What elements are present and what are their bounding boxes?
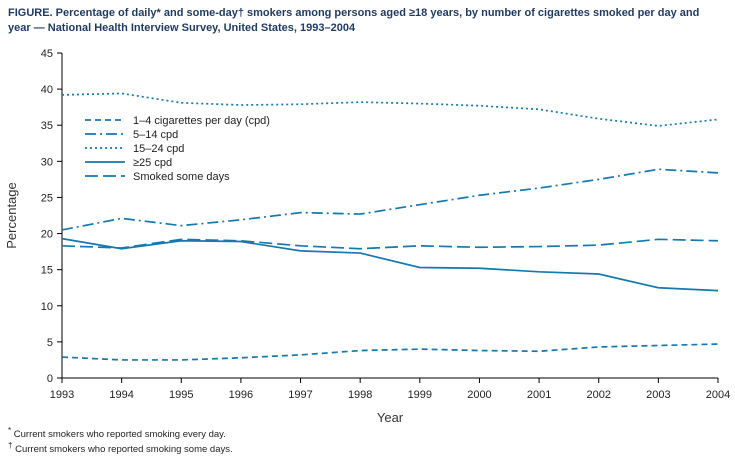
legend-item-label: 1–4 cigarettes per day (cpd) (133, 115, 270, 127)
y-tick-label: 40 (41, 84, 53, 96)
footnote-daily-marker: * (8, 425, 12, 435)
footnotes: * Current smokers who reported smoking e… (8, 426, 735, 456)
y-axis-title: Percentage (4, 182, 19, 249)
x-tick-label: 1998 (348, 389, 372, 401)
footnote-someday-marker: † (8, 440, 13, 450)
series-line (61, 168, 719, 231)
x-tick-label: 1995 (169, 389, 193, 401)
y-tick-label: 5 (47, 337, 53, 349)
y-tick-label: 30 (41, 156, 53, 168)
x-tick-label: 1996 (229, 389, 253, 401)
x-tick-label: 2002 (586, 389, 610, 401)
x-tick-label: 2003 (646, 389, 670, 401)
legend-item-label: Smoked some days (133, 171, 230, 183)
series-line (61, 238, 719, 250)
y-tick-label: 10 (41, 300, 53, 312)
legend-item-label: 15–24 cpd (133, 143, 184, 155)
figure-title: FIGURE. Percentage of daily* and some-da… (8, 7, 700, 34)
y-tick-label: 20 (41, 228, 53, 240)
series-line (61, 237, 719, 292)
x-tick-label: 2000 (467, 389, 491, 401)
footnote-daily: * Current smokers who reported smoking e… (8, 426, 735, 441)
legend-item-label: 5–14 cpd (133, 129, 178, 141)
y-tick-label: 35 (41, 120, 53, 132)
x-tick-label: 1999 (408, 389, 432, 401)
y-tick-label: 45 (41, 48, 53, 60)
x-tick-label: 2004 (706, 389, 730, 401)
y-tick-label: 15 (41, 264, 53, 276)
legend-item-label: ≥25 cpd (133, 157, 172, 169)
x-tick-label: 2001 (527, 389, 551, 401)
y-tick-label: 0 (47, 373, 53, 385)
y-tick-label: 25 (41, 192, 53, 204)
footnote-someday-text: Current smokers who reported smoking som… (15, 443, 233, 455)
x-tick-label: 1997 (288, 389, 312, 401)
footnote-daily-text: Current smokers who reported smoking eve… (13, 428, 226, 440)
x-axis-title: Year (377, 410, 404, 425)
footnote-someday: † Current smokers who reported smoking s… (8, 441, 735, 456)
x-tick-label: 1994 (109, 389, 133, 401)
x-tick-label: 1993 (50, 389, 74, 401)
line-chart: 0 5 10 15 20 25 30 35 40 45 1993 1994 1995 1996 1997 19… (4, 48, 730, 425)
series-line (61, 342, 719, 361)
